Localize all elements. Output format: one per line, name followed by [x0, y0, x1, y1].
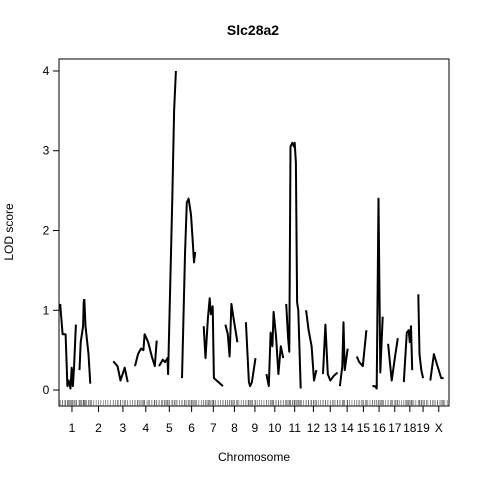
x-axis: 1 2 3 4 5 6 7 8 9 10 11 12 13 14 15 16 17 18 19 X: [69, 406, 443, 435]
lod-line-chr-19: [417, 294, 425, 379]
x-tick-label: 1: [69, 421, 76, 435]
lod-line-chr-15: [355, 330, 368, 368]
lod-series: [59, 70, 444, 390]
lod-line-chr-3: [112, 360, 129, 383]
lod-line-chr-8: [224, 302, 239, 358]
lod-line-chr-4: [134, 333, 158, 368]
y-tick-label: 0: [43, 383, 50, 397]
y-tick-label: 2: [43, 224, 50, 238]
lod-line-chr-7: [202, 297, 224, 387]
lod-line-chr-12: [305, 310, 318, 382]
x-tick-label: 8: [231, 421, 238, 435]
x-tick-label: X: [435, 421, 443, 435]
lod-line-chr-X: [429, 353, 444, 381]
lod-line-chr-13: [322, 323, 339, 382]
y-tick-label: 4: [43, 64, 50, 78]
x-tick-label: 12: [307, 421, 321, 435]
lod-line-chr-17: [387, 338, 399, 382]
lod-line-chr-11: [285, 141, 302, 389]
x-tick-label: 9: [252, 421, 259, 435]
x-tick-label: 16: [372, 421, 386, 435]
lod-line-chr-16: [372, 197, 384, 390]
x-tick-label: 15: [357, 421, 371, 435]
x-tick-label: 19: [416, 421, 430, 435]
plot-frame: [58, 58, 450, 407]
x-tick-label: 3: [120, 421, 127, 435]
x-tick-label: 7: [210, 421, 217, 435]
y-axis: 0 1 2 3 4: [43, 64, 59, 397]
lod-line-chr-1: [59, 303, 77, 390]
lod-line-chr-18: [402, 325, 414, 383]
x-tick-label: 13: [324, 421, 338, 435]
x-tick-label: 6: [188, 421, 195, 435]
x-tick-label: 11: [288, 421, 301, 435]
x-tick-label: 17: [388, 421, 402, 435]
x-tick-label: 18: [403, 421, 417, 435]
chart-title: Slc28a2: [227, 22, 279, 38]
x-tick-label: 14: [340, 421, 354, 435]
x-tick-label: 10: [268, 421, 282, 435]
x-axis-label: Chromosome: [218, 450, 290, 464]
x-tick-label: 2: [95, 421, 102, 435]
y-tick-label: 3: [43, 144, 50, 158]
x-tick-label: 5: [166, 421, 173, 435]
y-tick-label: 1: [43, 303, 50, 317]
x-tick-label: 4: [142, 421, 149, 435]
lod-line-chr-2: [83, 299, 92, 384]
lod-line-chr-5: [158, 70, 177, 376]
y-axis-label: LOD score: [2, 203, 16, 261]
lod-line-chr-10: [265, 310, 285, 388]
marker-rug: [59, 400, 448, 406]
lod-line-chr-14: [338, 321, 349, 387]
lod-line-chr-9: [244, 322, 257, 388]
lod-line-chr-1b: [78, 298, 86, 371]
lod-line-chr-6: [181, 197, 197, 379]
